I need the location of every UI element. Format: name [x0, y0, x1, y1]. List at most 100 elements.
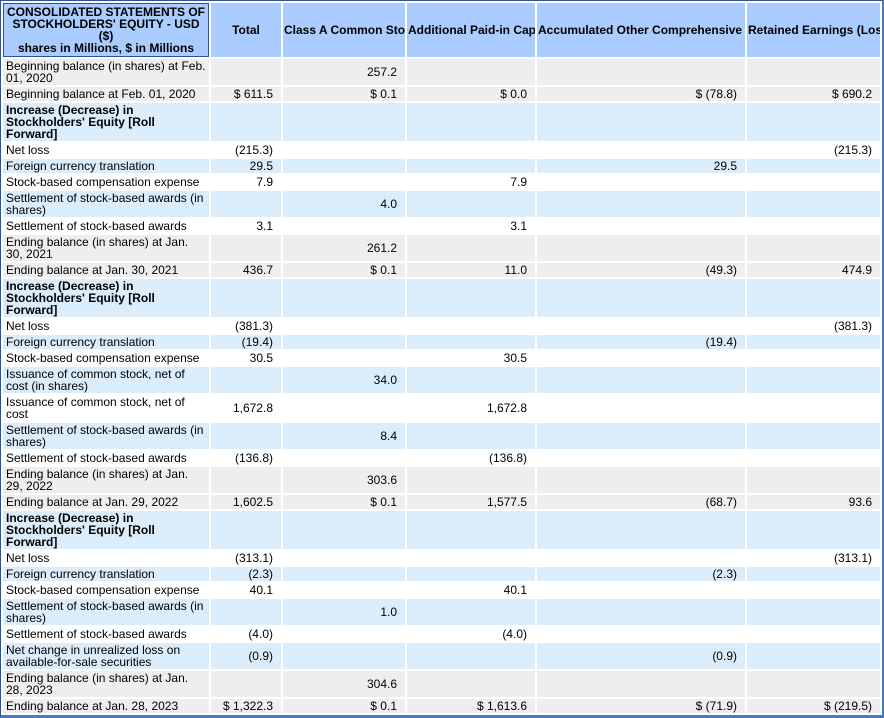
row-label: Beginning balance (in shares) at Feb. 01… [3, 59, 209, 85]
header-row: CONSOLIDATED STATEMENTS OF STOCKHOLDERS'… [3, 3, 880, 57]
cell-additional-paid-in-capital [407, 235, 535, 261]
cell-total: 7.9 [211, 175, 281, 189]
cell-retained-earnings-loss [747, 451, 880, 465]
row-label: Stock-based compensation expense [3, 583, 209, 597]
cell-accumulated-other-comprehensive-loss [537, 191, 745, 217]
table-row: Ending balance (in shares) at Jan. 30, 2… [3, 235, 880, 261]
cell-accumulated-other-comprehensive-loss: (49.3) [537, 263, 745, 277]
cell-additional-paid-in-capital [407, 423, 535, 449]
cell-class-a-common-stock [283, 451, 405, 465]
cell-accumulated-other-comprehensive-loss [537, 235, 745, 261]
cell-class-a-common-stock [283, 159, 405, 173]
table-row: Beginning balance at Feb. 01, 2020 $ 611… [3, 87, 880, 101]
cell-total: (2.3) [211, 567, 281, 581]
table-row: Settlement of stock-based awards 3.1 3.1 [3, 219, 880, 233]
table-row: Net loss (381.3) (381.3) [3, 319, 880, 333]
cell-total: 40.1 [211, 583, 281, 597]
cell-accumulated-other-comprehensive-loss: (19.4) [537, 335, 745, 349]
table-row: Settlement of stock-based awards (4.0) (… [3, 627, 880, 641]
row-label: Ending balance (in shares) at Jan. 29, 2… [3, 467, 209, 493]
cell-total: 1,602.5 [211, 495, 281, 509]
table-row: Ending balance (in shares) at Jan. 28, 2… [3, 671, 880, 697]
column-header-retained-earnings-loss: Retained Earnings (Loss) [747, 3, 880, 57]
cell-retained-earnings-loss [747, 367, 880, 393]
cell-class-a-common-stock [283, 511, 405, 549]
table-row: Foreign currency translation (2.3) (2.3) [3, 567, 880, 581]
cell-retained-earnings-loss [747, 159, 880, 173]
cell-retained-earnings-loss: (215.3) [747, 143, 880, 157]
cell-retained-earnings-loss [747, 627, 880, 641]
cell-retained-earnings-loss [747, 191, 880, 217]
cell-total [211, 511, 281, 549]
cell-retained-earnings-loss [747, 175, 880, 189]
cell-accumulated-other-comprehensive-loss: $ (78.8) [537, 87, 745, 101]
row-label: Beginning balance at Feb. 01, 2020 [3, 87, 209, 101]
table-body: Beginning balance (in shares) at Feb. 01… [3, 59, 880, 713]
cell-retained-earnings-loss [747, 59, 880, 85]
cell-class-a-common-stock: 257.2 [283, 59, 405, 85]
cell-total: 1,672.8 [211, 395, 281, 421]
cell-additional-paid-in-capital: 7.9 [407, 175, 535, 189]
cell-class-a-common-stock [283, 335, 405, 349]
row-label: Ending balance (in shares) at Jan. 30, 2… [3, 235, 209, 261]
cell-accumulated-other-comprehensive-loss: (68.7) [537, 495, 745, 509]
cell-accumulated-other-comprehensive-loss: 29.5 [537, 159, 745, 173]
cell-total: (313.1) [211, 551, 281, 565]
cell-class-a-common-stock [283, 143, 405, 157]
cell-accumulated-other-comprehensive-loss [537, 671, 745, 697]
cell-retained-earnings-loss [747, 279, 880, 317]
cell-additional-paid-in-capital [407, 335, 535, 349]
cell-class-a-common-stock [283, 319, 405, 333]
cell-accumulated-other-comprehensive-loss: (0.9) [537, 643, 745, 669]
table-row: Foreign currency translation 29.5 29.5 [3, 159, 880, 173]
column-header-additional-paid-in-capital: Additional Paid-in Capital [407, 3, 535, 57]
cell-class-a-common-stock [283, 627, 405, 641]
cell-accumulated-other-comprehensive-loss [537, 551, 745, 565]
cell-retained-earnings-loss: (381.3) [747, 319, 880, 333]
cell-total: (4.0) [211, 627, 281, 641]
row-label: Ending balance at Jan. 29, 2022 [3, 495, 209, 509]
cell-class-a-common-stock [283, 643, 405, 669]
cell-total [211, 599, 281, 625]
table-row: Settlement of stock-based awards (in sha… [3, 423, 880, 449]
table-row: Increase (Decrease) in Stockholders' Equ… [3, 103, 880, 141]
cell-additional-paid-in-capital [407, 319, 535, 333]
row-label: Ending balance (in shares) at Jan. 28, 2… [3, 671, 209, 697]
cell-additional-paid-in-capital [407, 511, 535, 549]
cell-retained-earnings-loss: 474.9 [747, 263, 880, 277]
cell-accumulated-other-comprehensive-loss [537, 103, 745, 141]
row-label: Increase (Decrease) in Stockholders' Equ… [3, 103, 209, 141]
cell-retained-earnings-loss: $ 690.2 [747, 87, 880, 101]
row-label: Ending balance at Jan. 30, 2021 [3, 263, 209, 277]
cell-total [211, 279, 281, 317]
cell-additional-paid-in-capital [407, 643, 535, 669]
row-label: Settlement of stock-based awards [3, 219, 209, 233]
table-row: Foreign currency translation (19.4) (19.… [3, 335, 880, 349]
cell-total [211, 59, 281, 85]
cell-class-a-common-stock [283, 567, 405, 581]
row-label: Ending balance at Jan. 28, 2023 [3, 699, 209, 713]
cell-additional-paid-in-capital: $ 0.0 [407, 87, 535, 101]
cell-accumulated-other-comprehensive-loss: $ (71.9) [537, 699, 745, 713]
cell-retained-earnings-loss [747, 599, 880, 625]
cell-class-a-common-stock [283, 219, 405, 233]
cell-retained-earnings-loss [747, 671, 880, 697]
cell-accumulated-other-comprehensive-loss [537, 599, 745, 625]
cell-class-a-common-stock [283, 103, 405, 141]
table-row: Net loss (313.1) (313.1) [3, 551, 880, 565]
cell-accumulated-other-comprehensive-loss [537, 59, 745, 85]
row-label: Net loss [3, 551, 209, 565]
report-title: CONSOLIDATED STATEMENTS OF STOCKHOLDERS'… [3, 3, 209, 57]
row-label: Net loss [3, 319, 209, 333]
column-header-total: Total [211, 3, 281, 57]
cell-total [211, 235, 281, 261]
cell-class-a-common-stock: $ 0.1 [283, 495, 405, 509]
cell-class-a-common-stock [283, 395, 405, 421]
report-title-text: CONSOLIDATED STATEMENTS OF STOCKHOLDERS'… [7, 5, 205, 43]
cell-retained-earnings-loss [747, 467, 880, 493]
table-row: Increase (Decrease) in Stockholders' Equ… [3, 511, 880, 549]
cell-accumulated-other-comprehensive-loss: (2.3) [537, 567, 745, 581]
cell-additional-paid-in-capital: $ 1,613.6 [407, 699, 535, 713]
cell-total [211, 191, 281, 217]
cell-total: $ 611.5 [211, 87, 281, 101]
